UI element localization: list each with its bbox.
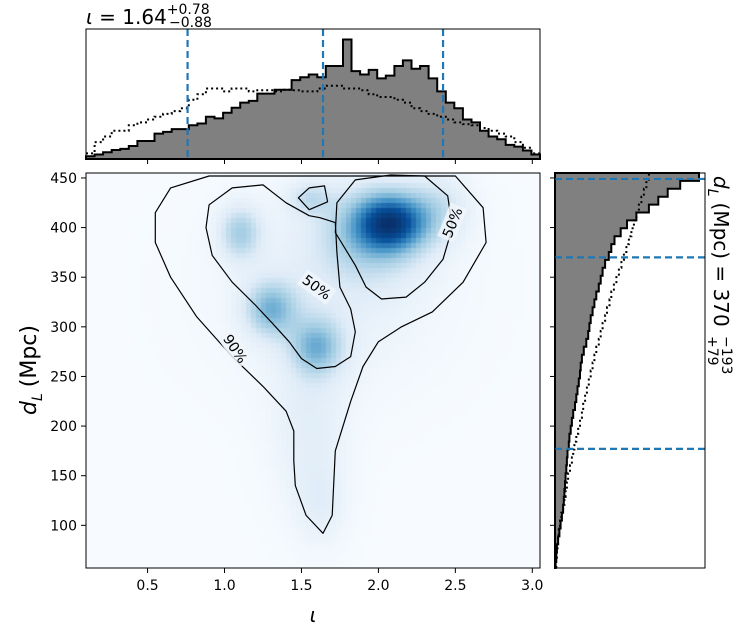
density-heatmap-frame: [86, 173, 540, 568]
top-title-value: 1.64: [122, 5, 167, 29]
contour-line-0: [154, 175, 487, 534]
right-title-minus: −193: [718, 336, 734, 374]
posterior-histogram: [85, 38, 541, 160]
y-tick-label: 150: [50, 469, 77, 485]
top-frame: [85, 28, 541, 160]
y-tick-label: 100: [50, 518, 77, 534]
y-tick-label: 300: [50, 320, 77, 336]
right-title-value: 370: [709, 289, 733, 327]
contour-line-2: [205, 184, 356, 370]
contour-label-bg: [437, 202, 468, 243]
top-title-minus: −0.88: [169, 15, 212, 31]
right-title-plus: +79: [704, 336, 720, 366]
posterior-histogram-dl: [554, 172, 700, 569]
right-title: dL(Mpc) = 370: [704, 176, 733, 327]
x-tick-label: 1.5: [290, 578, 312, 594]
y-tick-label: 250: [50, 369, 77, 385]
x-tick-label: 1.0: [213, 578, 235, 594]
top-title: ι = 1.64+0.78: [86, 2, 210, 29]
y-axis-label-var: d: [17, 400, 42, 415]
right-title-var: d: [709, 176, 733, 189]
joint-frame: [85, 172, 541, 569]
top-marginal-panel: ι = 1.64+0.78 −0.88: [85, 2, 541, 164]
joint-x-ticks: 0.5 1.0 1.5 2.0 2.5 3.0: [136, 568, 543, 594]
joint-y-ticks: 100 150 200 250 300 350 400 450: [50, 171, 86, 534]
prior-histogram-dl: [555, 173, 650, 568]
contour-line-1: [334, 174, 453, 300]
right-y-ticks: [550, 177, 555, 526]
right-frame: [554, 172, 706, 569]
right-title-sub: L: [704, 189, 720, 197]
contour-label-bg: [217, 328, 253, 369]
y-tick-label: 350: [50, 270, 77, 286]
x-tick-label: 3.0: [521, 578, 543, 594]
y-tick-label: 200: [50, 419, 77, 435]
right-marginal-panel: dL(Mpc) = 370 +79 −193: [550, 172, 734, 569]
x-tick-label: 2.0: [367, 578, 389, 594]
top-title-plus: +0.78: [167, 2, 210, 18]
x-axis-label: ι: [310, 603, 317, 627]
joint-panel: 50%50%90% 0.5 1.0 1.5 2.0 2.5 3.0 10015020025…: [17, 171, 543, 627]
x-tick-label: 2.5: [444, 578, 466, 594]
x-tick-label: 0.5: [136, 578, 158, 594]
y-axis-label-sub: L: [30, 393, 46, 401]
y-axis-label: dL (Mpc): [17, 325, 46, 415]
top-title-var: ι: [86, 5, 93, 29]
y-axis-label-unit: (Mpc): [17, 325, 42, 387]
contour-line-3: [297, 185, 329, 211]
contour-lines: [154, 174, 487, 534]
right-histogram: [554, 172, 705, 569]
density-heatmap: [86, 173, 540, 568]
y-tick-label: 450: [50, 171, 77, 187]
right-title-unit: (Mpc): [709, 203, 733, 260]
contour-label-bg: [296, 269, 337, 305]
top-histogram: [85, 29, 541, 160]
y-tick-label: 400: [50, 221, 77, 237]
top-x-ticks: [147, 159, 533, 164]
